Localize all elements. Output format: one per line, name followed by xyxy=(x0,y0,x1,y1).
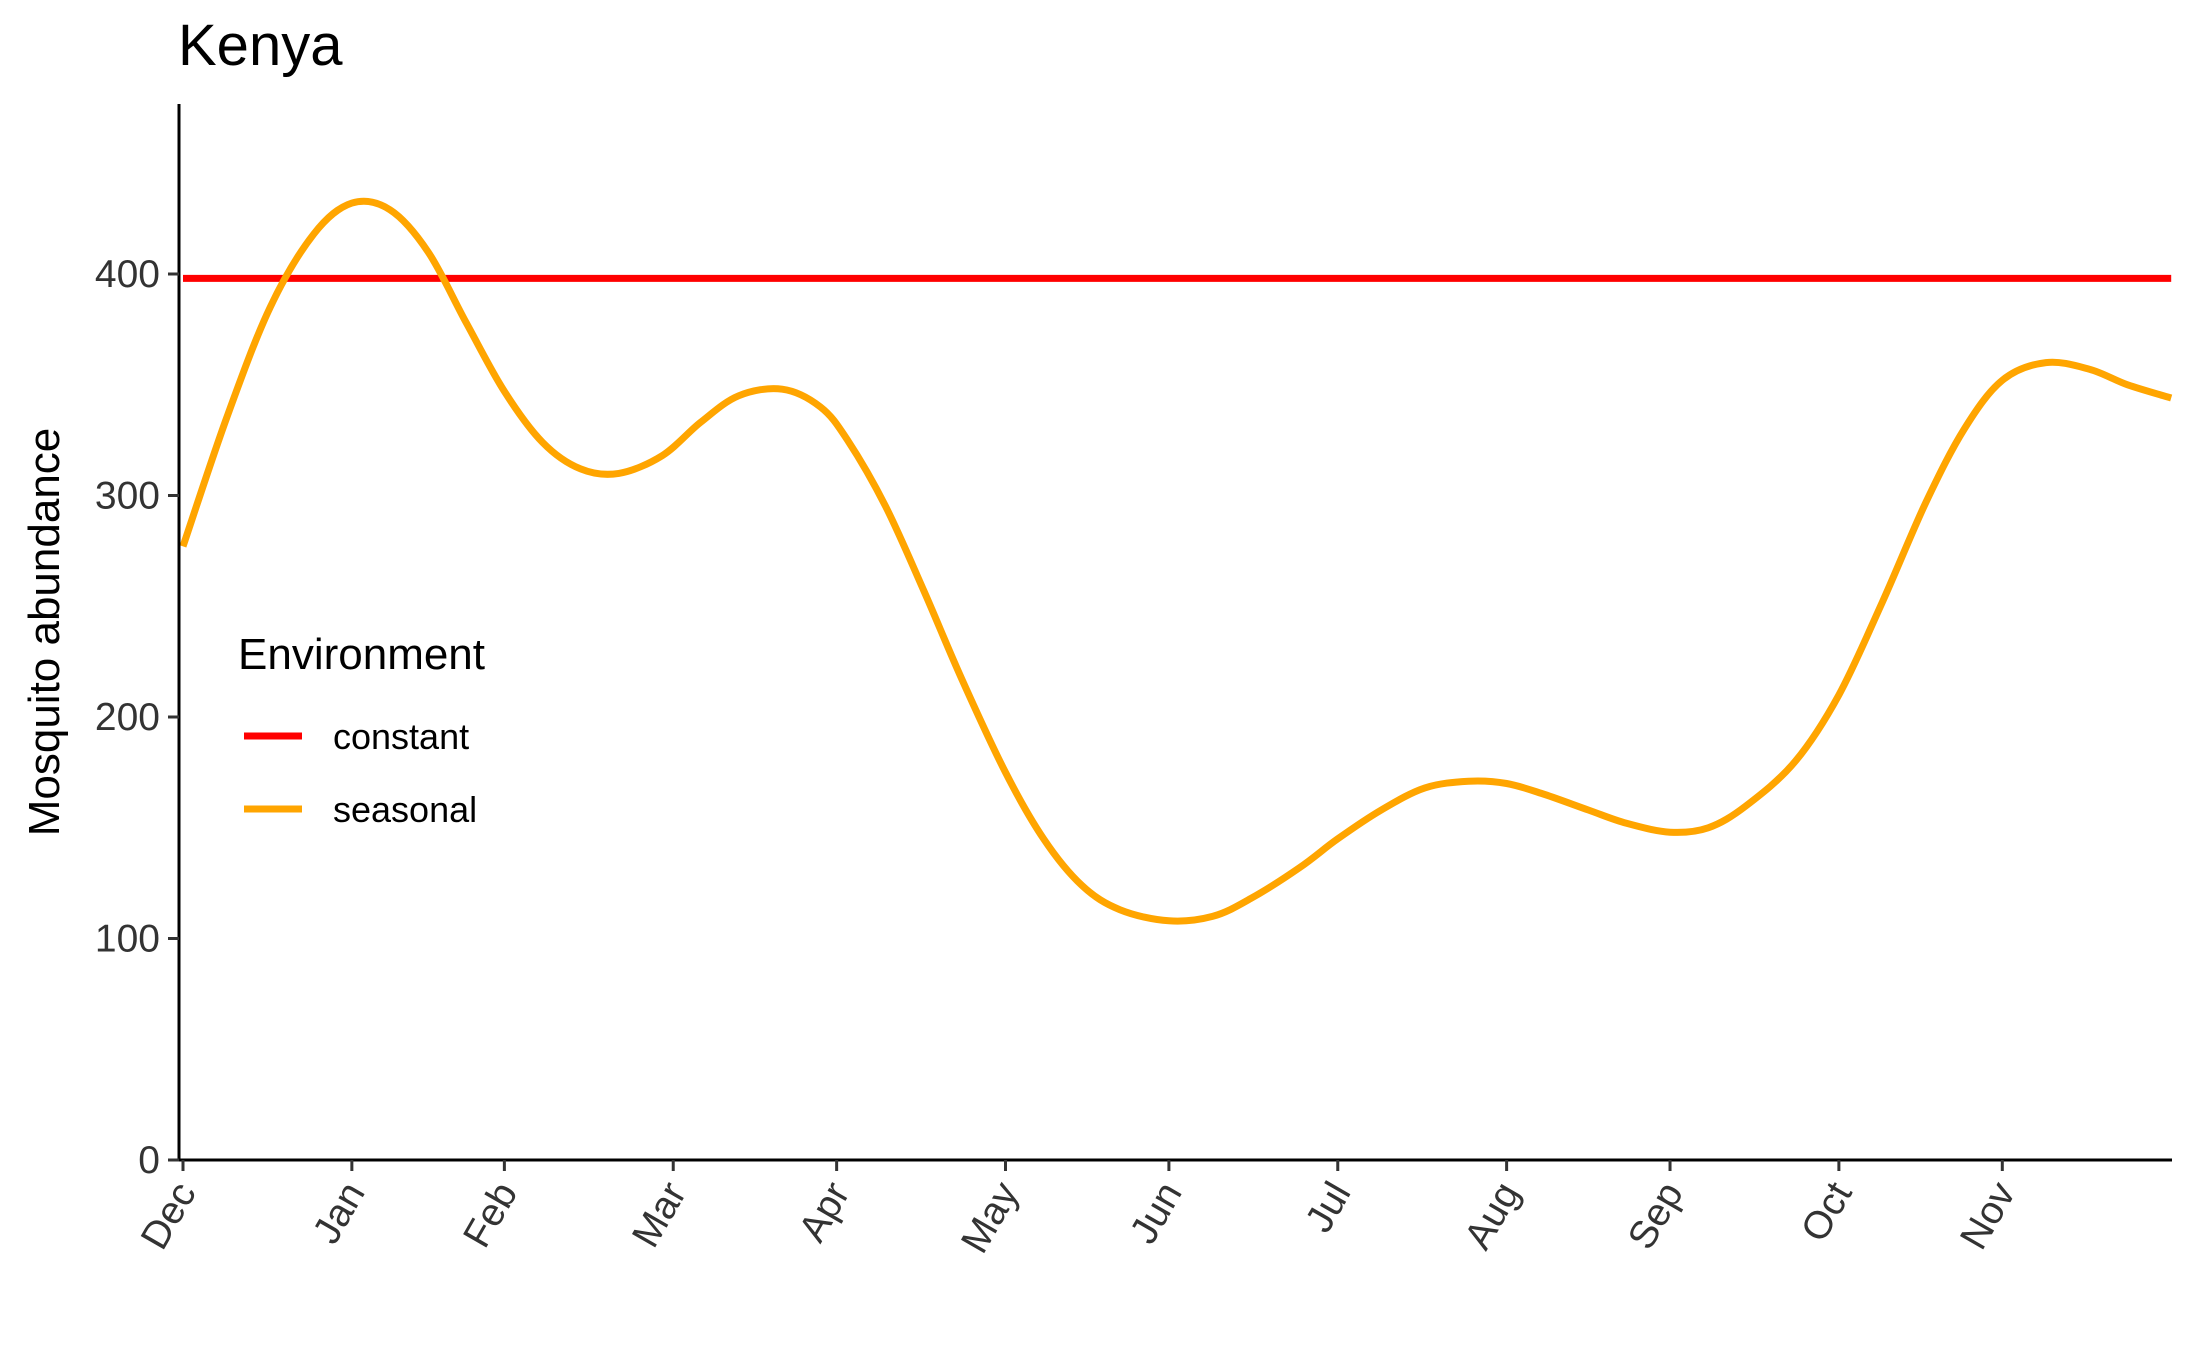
series-line-seasonal xyxy=(179,197,2173,925)
x-tick-label: Jul xyxy=(1297,1175,1359,1240)
chart-title: Kenya xyxy=(178,13,343,78)
x-tick-label: Dec xyxy=(133,1175,205,1257)
legend: Environment constant seasonal xyxy=(238,630,485,830)
x-tick-label: Oct xyxy=(1793,1175,1861,1249)
y-tick-label: 100 xyxy=(95,918,160,961)
x-tick-label: Jan xyxy=(305,1175,374,1251)
y-tick-label: 0 xyxy=(138,1139,160,1182)
x-tick-label: Mar xyxy=(624,1175,695,1255)
x-tick-label: Nov xyxy=(1952,1175,2024,1257)
legend-label-seasonal: seasonal xyxy=(333,789,477,830)
x-tick-label: Sep xyxy=(1620,1175,1692,1257)
x-tick-label: Apr xyxy=(791,1175,859,1249)
x-tick-label: Jun xyxy=(1122,1175,1191,1251)
y-axis-title: Mosquito abundance xyxy=(20,428,69,837)
x-tick-label: Feb xyxy=(455,1175,526,1255)
y-tick-label: 400 xyxy=(95,253,160,296)
series-layer xyxy=(179,197,2173,925)
legend-label-constant: constant xyxy=(333,716,469,757)
x-tick-label: May xyxy=(953,1175,1027,1261)
y-ticks: 0 100 200 300 400 xyxy=(95,253,179,1182)
y-tick-label: 200 xyxy=(95,696,160,739)
x-ticks: Dec Jan Feb Mar Apr May Jun Jul Aug Sep Oct Nov xyxy=(133,1160,2024,1260)
y-tick-label: 300 xyxy=(95,475,160,518)
x-tick-label: Aug xyxy=(1456,1175,1528,1257)
legend-title: Environment xyxy=(238,630,485,679)
